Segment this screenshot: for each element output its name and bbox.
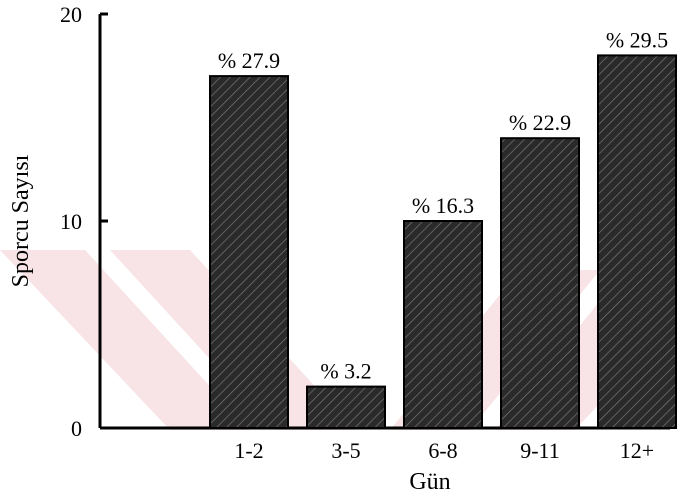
x-tick-label-1-2: 1-2 [234,438,263,463]
labels-layer: % 27.9 1-2 % 3.2 3-5 % 16.3 6-8 % 22.9 9-11 % 29… [218,27,668,463]
x-tick-label-3-5: 3-5 [331,438,360,463]
y-tick-label-10: 10 [60,209,82,234]
y-axis-label: Sporcu Sayısı [8,154,34,287]
data-label-1-2: % 27.9 [218,48,280,73]
bar-6-8 [403,220,483,429]
x-tick-label-6-8: 6-8 [428,438,457,463]
bars-layer [209,54,677,430]
bar-9-11 [500,137,580,429]
y-tick-label-20: 20 [60,2,82,27]
bar-3-5 [306,385,386,430]
x-axis-label: Gün [409,469,450,495]
data-label-3-5: % 3.2 [320,359,371,384]
x-tick-label-12+: 12+ [620,438,654,463]
bar-12+ [597,54,677,430]
data-label-6-8: % 16.3 [412,193,474,218]
data-label-9-11: % 22.9 [509,110,571,135]
data-label-12+: % 29.5 [606,27,668,52]
bar-1-2 [209,75,289,429]
y-tick-label-0: 0 [71,416,82,441]
x-tick-label-9-11: 9-11 [520,438,560,463]
